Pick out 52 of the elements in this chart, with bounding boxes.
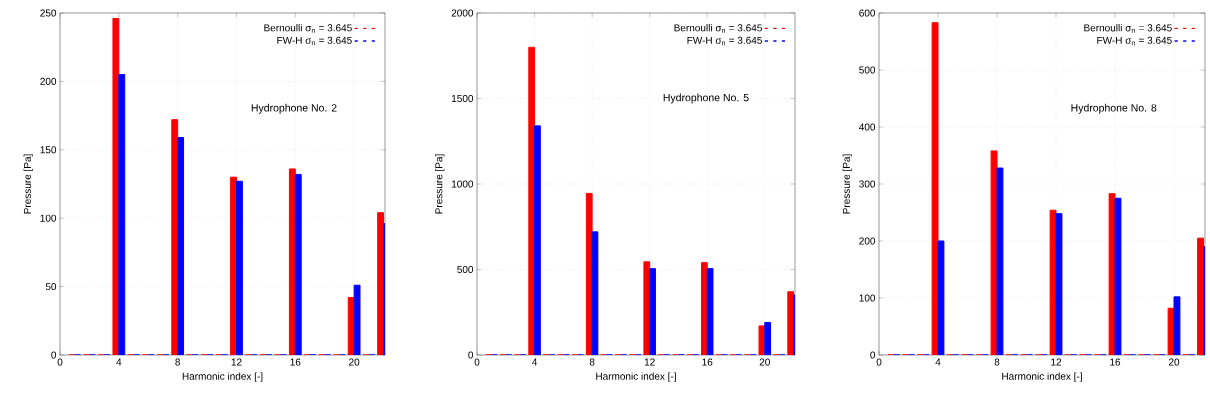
y-axis-title: Pressure [Pa] [23, 154, 33, 214]
bar [931, 22, 939, 355]
x-tick-label: 16 [1110, 358, 1121, 366]
x-axis-title: Harmonic index [-] [1002, 372, 1082, 382]
y-tick-label: 1000 [452, 180, 474, 188]
legend-label: Bernoulli σ$_{n}$ = 3.645 [674, 24, 762, 33]
legend-label: FW-H σ$_{n}$ = 3.645 [687, 36, 762, 46]
annotation: Hydrophone No. 5 [663, 93, 749, 104]
x-tick-label: 4 [532, 358, 538, 366]
x-axis-title: Harmonic index [-] [182, 372, 263, 382]
x-tick-label: 20 [349, 358, 360, 366]
x-tick-label: 4 [935, 358, 941, 366]
y-tick-label: 200 [40, 77, 57, 85]
x-tick-label: 16 [702, 358, 713, 366]
legend-label: FW-H σ$_{n}$ = 3.645 [1097, 36, 1172, 46]
y-tick-label: 500 [859, 66, 876, 74]
y-tick-label: 500 [457, 265, 474, 274]
y-tick-label: 100 [859, 294, 876, 302]
y-tick-label: 50 [45, 283, 57, 291]
y-tick-label: 150 [40, 146, 57, 154]
x-tick-label: 8 [994, 358, 1000, 366]
y-axis-title: Pressure [Pa] [842, 154, 852, 214]
x-tick-label: 20 [759, 358, 770, 366]
y-tick-label: 0 [468, 351, 474, 359]
x-tick-label: 4 [116, 358, 122, 366]
y-tick-label: 400 [859, 123, 876, 131]
y-tick-label: 100 [40, 214, 57, 222]
x-tick-label: 20 [1168, 358, 1180, 366]
y-tick-label: 200 [859, 237, 876, 245]
x-tick-label: 0 [474, 358, 480, 366]
x-tick-label: 8 [589, 358, 595, 366]
x-tick-label: 12 [231, 358, 242, 366]
y-tick-label: 300 [859, 180, 876, 188]
x-axis-title: Harmonic index [-] [596, 372, 676, 382]
x-tick-label: 0 [57, 358, 63, 366]
x-tick-label: 8 [175, 358, 181, 366]
x-tick-label: 12 [1051, 358, 1062, 366]
y-tick-label: 250 [40, 9, 57, 17]
y-axis-title: Pressure [Pa] [435, 154, 445, 214]
y-tick-label: 1500 [452, 94, 474, 103]
x-tick-label: 0 [876, 358, 882, 366]
legend-label: Bernoulli σ$_{n}$ = 3.645 [1084, 24, 1172, 33]
x-tick-label: 12 [644, 358, 655, 366]
x-tick-label: 16 [290, 358, 301, 366]
y-tick-label: 600 [859, 9, 876, 17]
annotation: Hydrophone No. 2 [251, 103, 337, 114]
annotation: Hydrophone No. 8 [1071, 103, 1157, 114]
y-tick-label: 2000 [451, 9, 474, 17]
y-tick-label: 0 [51, 351, 57, 359]
legend-label: FW-H σ$_{n}$ = 3.645 [277, 36, 352, 46]
y-tick-label: 0 [870, 351, 876, 359]
legend-label: Bernoulli σ$_{n}$ = 3.645 [264, 24, 352, 33]
